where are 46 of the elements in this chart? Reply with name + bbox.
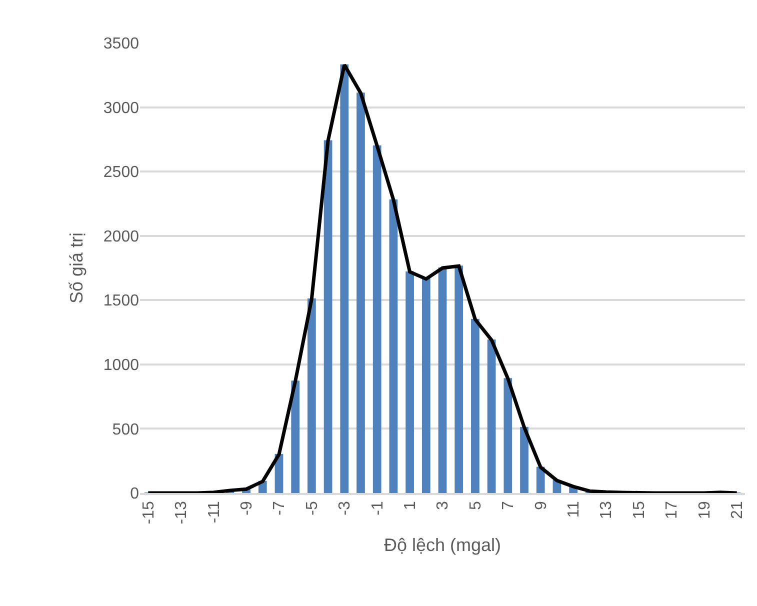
bar	[406, 271, 414, 493]
bar	[389, 199, 398, 493]
x-tick-label: -13	[173, 501, 190, 524]
x-tick-label: -15	[140, 501, 158, 524]
line-series	[146, 63, 739, 493]
bar	[536, 466, 545, 493]
x-tick-label: -9	[238, 501, 256, 516]
x-tick-label: 3	[434, 501, 452, 510]
x-tick-label: 7	[500, 501, 518, 510]
y-tick-label: 1000	[103, 357, 140, 374]
bar	[340, 64, 349, 493]
bar	[471, 318, 480, 493]
bar	[504, 378, 512, 493]
bar	[324, 140, 332, 493]
bar	[422, 278, 430, 493]
x-tick-label: -1	[369, 501, 386, 516]
y-tick-label: 1500	[103, 292, 140, 310]
bar	[291, 380, 300, 493]
x-tick-label: 17	[664, 501, 681, 519]
x-tick-label: -3	[336, 501, 354, 516]
bar	[520, 426, 528, 493]
y-tick-label: 3500	[103, 36, 140, 53]
x-axis-title: Độ lệch (mgal)	[384, 534, 502, 555]
bar	[454, 266, 464, 493]
y-tick-label: 500	[112, 421, 140, 438]
bar	[438, 268, 447, 493]
x-tick-label: -5	[304, 501, 321, 516]
x-tick-label: 1	[402, 501, 419, 510]
y-tick-label: 2500	[103, 164, 140, 182]
x-tick-label: 11	[566, 501, 583, 518]
bar	[356, 92, 365, 493]
bar	[308, 298, 316, 493]
x-tick-label: 9	[532, 501, 550, 510]
bar	[372, 145, 382, 493]
x-tick-label: -11	[206, 501, 223, 524]
y-tick-label: 0	[130, 486, 140, 503]
x-tick-label: 15	[630, 501, 648, 519]
x-tick-label: 21	[729, 501, 746, 519]
x-tick-label: 5	[467, 501, 484, 510]
x-tick-label: 13	[598, 501, 616, 519]
bar	[487, 340, 496, 493]
x-tick-label: -7	[271, 501, 288, 516]
y-tick-label: 2000	[103, 228, 140, 246]
y-axis-title: Số giá trị	[66, 232, 87, 304]
x-tick-label: 19	[696, 501, 714, 519]
y-tick-label: 3000	[103, 100, 140, 117]
